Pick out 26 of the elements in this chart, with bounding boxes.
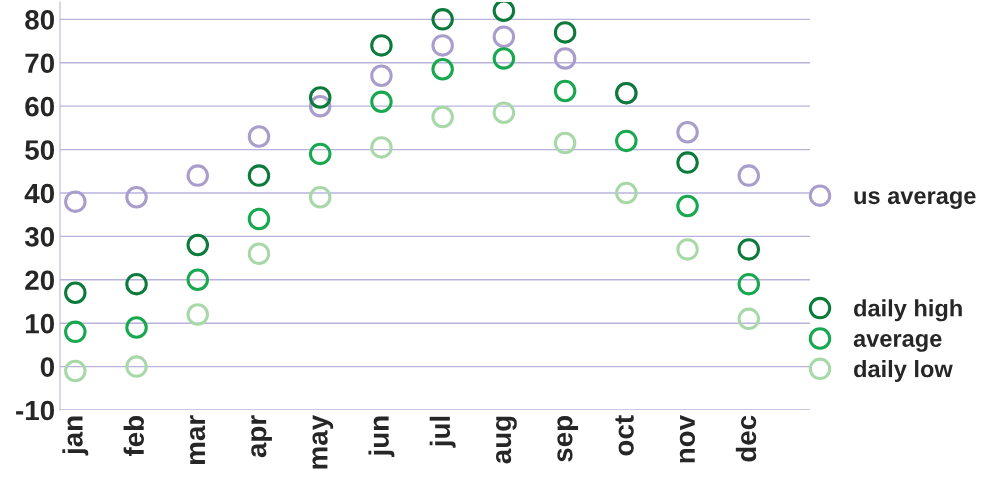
y-tick-label: 70 [25,53,54,74]
legend-label: us average [854,191,976,209]
legend-label: average [853,334,942,352]
y-tick-label: 10 [25,313,54,334]
y-tick-label: 50 [25,140,54,160]
y-tick-label: -10 [16,400,54,421]
y-tick-label: 20 [25,270,54,291]
x-tick-label: dec [735,415,757,462]
y-tick-label: 60 [25,96,54,117]
y-tick-label: 0 [40,357,54,377]
x-tick-label: mar [189,415,206,464]
legend-label: daily high [854,299,962,322]
x-tick-label: jun [368,416,395,457]
x-tick-label: may [312,415,334,469]
x-tick-label: feb [123,416,144,457]
x-tick-label: aug [495,416,517,464]
x-tick-label: jul [429,416,456,448]
x-tick-label: sep [557,415,579,462]
x-tick-label: nov [679,414,696,463]
x-tick-label: apr [251,415,272,458]
y-tick-label: 80 [25,10,54,30]
x-tick-label: oct [615,415,634,456]
x-tick-label: jan [62,416,89,456]
legend-label: daily low [854,360,953,383]
y-tick-label: 30 [24,227,54,247]
y-tick-label: 40 [24,183,54,204]
